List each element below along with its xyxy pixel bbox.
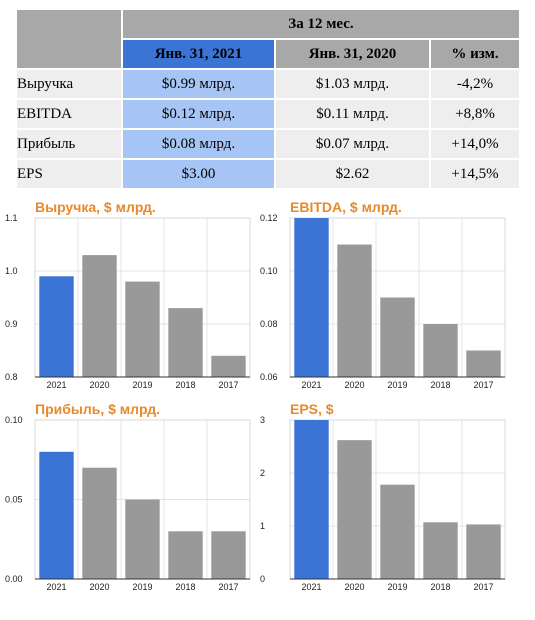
y-tick-label: 0.9 bbox=[5, 319, 18, 329]
bar-2019 bbox=[380, 484, 415, 579]
x-tick-label: 2020 bbox=[344, 582, 364, 592]
row-label: Выручка bbox=[17, 70, 121, 98]
x-tick-label: 2018 bbox=[430, 380, 450, 390]
previous-value: $1.03 млрд. bbox=[276, 70, 429, 98]
bar-2019 bbox=[380, 297, 415, 377]
header-blank-cell bbox=[17, 10, 121, 68]
y-tick-label: 0.8 bbox=[5, 372, 18, 382]
x-tick-label: 2019 bbox=[132, 582, 152, 592]
x-tick-label: 2020 bbox=[89, 380, 109, 390]
column-header-current: Янв. 31, 2021 bbox=[123, 40, 274, 68]
table-row: Прибыль $0.08 млрд. $0.07 млрд. +14,0% bbox=[17, 130, 519, 158]
bar-2017 bbox=[466, 524, 501, 579]
chart-title: Прибыль, $ млрд. bbox=[35, 401, 160, 417]
y-tick-label: 0.06 bbox=[260, 372, 278, 382]
bar-2021 bbox=[39, 451, 74, 579]
y-tick-label: 0.10 bbox=[5, 415, 23, 425]
x-tick-label: 2018 bbox=[175, 380, 195, 390]
x-tick-label: 2021 bbox=[301, 380, 321, 390]
x-tick-label: 2020 bbox=[89, 582, 109, 592]
bar-2020 bbox=[337, 244, 372, 377]
bar-2019 bbox=[125, 281, 160, 377]
y-tick-label: 1.0 bbox=[5, 266, 18, 276]
table-header-row-columns: Янв. 31, 2021 Янв. 31, 2020 % изм. bbox=[17, 40, 519, 68]
y-tick-label: 0.10 bbox=[260, 266, 278, 276]
bar-2017 bbox=[466, 350, 501, 377]
y-tick-label: 2 bbox=[260, 468, 265, 478]
x-tick-label: 2021 bbox=[46, 582, 66, 592]
period-group-header: За 12 мес. bbox=[123, 10, 519, 38]
bar-2018 bbox=[423, 522, 458, 579]
x-tick-label: 2019 bbox=[387, 582, 407, 592]
y-tick-label: 0.05 bbox=[5, 495, 23, 505]
bar-2020 bbox=[337, 440, 372, 579]
chart-svg: Выручка, $ млрд. 0.8 0.9 1.0 1.1 2021 2020 2019… bbox=[5, 199, 251, 390]
previous-value: $0.11 млрд. bbox=[276, 100, 429, 128]
bar-2021 bbox=[39, 276, 74, 377]
y-tick-label: 0.12 bbox=[260, 213, 278, 223]
bar-2021 bbox=[294, 420, 329, 579]
y-tick-label: 3 bbox=[260, 415, 265, 425]
bar-2018 bbox=[423, 324, 458, 377]
change-value: -4,2% bbox=[431, 70, 519, 98]
chart-title: EPS, $ bbox=[290, 401, 334, 417]
change-value: +8,8% bbox=[431, 100, 519, 128]
row-label: EPS bbox=[17, 160, 121, 188]
bar-2018 bbox=[168, 531, 203, 579]
table-row: Выручка $0.99 млрд. $1.03 млрд. -4,2% bbox=[17, 70, 519, 98]
chart-svg: Прибыль, $ млрд. 0.00 0.05 0.10 2021 2020 2019… bbox=[5, 401, 251, 592]
table-row: EPS $3.00 $2.62 +14,5% bbox=[17, 160, 519, 188]
y-tick-label: 0.08 bbox=[260, 319, 278, 329]
ebitda-chart: EBITDA, $ млрд. 0.06 0.08 0.10 0.12 2021 2020 2… bbox=[260, 196, 510, 396]
bar-2020 bbox=[82, 467, 117, 579]
current-value: $0.12 млрд. bbox=[123, 100, 274, 128]
financial-summary-table: За 12 мес. Янв. 31, 2021 Янв. 31, 2020 %… bbox=[15, 8, 521, 190]
current-value: $0.99 млрд. bbox=[123, 70, 274, 98]
change-value: +14,5% bbox=[431, 160, 519, 188]
bar-2017 bbox=[211, 531, 246, 579]
chart-title: Выручка, $ млрд. bbox=[35, 199, 156, 215]
column-header-previous: Янв. 31, 2020 bbox=[276, 40, 429, 68]
change-value: +14,0% bbox=[431, 130, 519, 158]
x-tick-label: 2017 bbox=[473, 380, 493, 390]
table-header-row-group: За 12 мес. bbox=[17, 10, 519, 68]
table-row: EBITDA $0.12 млрд. $0.11 млрд. +8,8% bbox=[17, 100, 519, 128]
bar-2020 bbox=[82, 255, 117, 377]
row-label: Прибыль bbox=[17, 130, 121, 158]
chart-svg: EPS, $ 0 1 2 3 2021 2020 2019 2018 2017 bbox=[260, 401, 506, 592]
bar-2021 bbox=[294, 218, 329, 377]
profit-chart: Прибыль, $ млрд. 0.00 0.05 0.10 2021 2020 2019… bbox=[5, 398, 255, 598]
x-tick-label: 2020 bbox=[344, 380, 364, 390]
y-tick-label: 1.1 bbox=[5, 213, 18, 223]
x-tick-label: 2017 bbox=[218, 582, 238, 592]
x-tick-label: 2017 bbox=[473, 582, 493, 592]
x-tick-label: 2017 bbox=[218, 380, 238, 390]
x-tick-label: 2021 bbox=[46, 380, 66, 390]
column-header-change: % изм. bbox=[431, 40, 519, 68]
x-tick-label: 2018 bbox=[430, 582, 450, 592]
x-tick-label: 2019 bbox=[387, 380, 407, 390]
previous-value: $0.07 млрд. bbox=[276, 130, 429, 158]
revenue-chart: Выручка, $ млрд. 0.8 0.9 1.0 1.1 2021 2020 2019… bbox=[5, 196, 255, 396]
chart-title: EBITDA, $ млрд. bbox=[290, 199, 402, 215]
current-value: $3.00 bbox=[123, 160, 274, 188]
y-tick-label: 0.00 bbox=[5, 574, 23, 584]
bar-2017 bbox=[211, 355, 246, 377]
row-label: EBITDA bbox=[17, 100, 121, 128]
x-tick-label: 2019 bbox=[132, 380, 152, 390]
y-tick-label: 1 bbox=[260, 521, 265, 531]
x-tick-label: 2018 bbox=[175, 582, 195, 592]
previous-value: $2.62 bbox=[276, 160, 429, 188]
eps-chart: EPS, $ 0 1 2 3 2021 2020 2019 2018 2017 bbox=[260, 398, 510, 598]
y-tick-label: 0 bbox=[260, 574, 265, 584]
chart-svg: EBITDA, $ млрд. 0.06 0.08 0.10 0.12 2021 2020 2… bbox=[260, 199, 506, 390]
bar-2018 bbox=[168, 308, 203, 377]
x-tick-label: 2021 bbox=[301, 582, 321, 592]
bar-2019 bbox=[125, 499, 160, 579]
current-value: $0.08 млрд. bbox=[123, 130, 274, 158]
